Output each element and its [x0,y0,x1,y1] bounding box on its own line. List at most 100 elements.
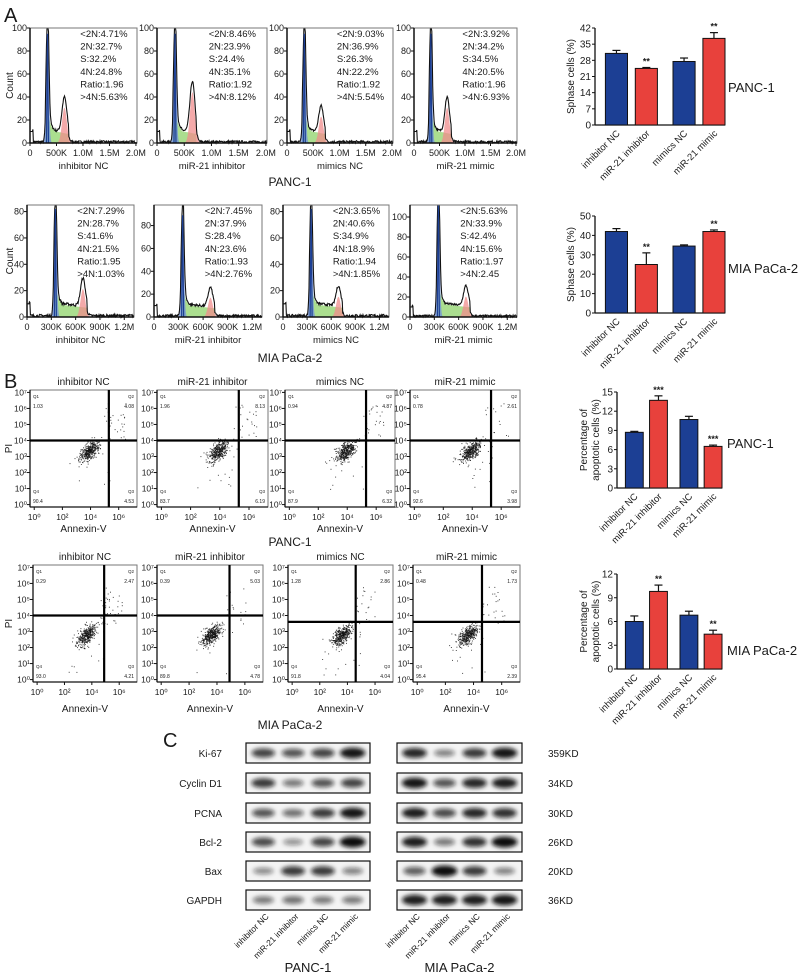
scatter-point [210,633,212,635]
scatter-point [222,442,224,444]
scatter-point [465,456,467,458]
scatter-point [88,452,90,454]
scatter-point [212,641,214,643]
scatter-point [207,635,209,637]
quadrant-percentage: 2.61 [507,404,517,410]
scatter-point [94,452,96,454]
scatter-point [340,631,342,633]
significance-marker: ** [710,219,718,229]
scatter-point [471,451,473,453]
scatter-point [214,624,216,626]
scatter-point [338,449,340,451]
g1-peak-outline [53,208,57,318]
y-tick-label: 10⁰ [14,500,27,510]
scatter-point [221,450,223,452]
scatter-point [471,634,473,636]
scatter-point [87,445,89,447]
scatter-point [93,634,95,636]
scatter-point [225,454,227,456]
scatter-point [89,640,91,642]
scatter-point [85,630,87,632]
scatter-point [468,628,470,630]
scatter-point [480,442,482,444]
scatter-point [83,455,85,457]
g1-peak-area [154,216,262,317]
scatter-point [208,640,210,642]
scatter-point [346,455,348,457]
cell-cycle-stat: Ratio:1.92 [337,79,380,90]
scatter-point [462,638,464,640]
scatter-point [89,452,91,453]
scatter-point [348,622,350,624]
scatter-point [466,632,468,634]
scatter-point [470,455,472,457]
scatter-point [198,641,200,643]
protein-band [401,894,428,906]
cell-line-label: MIA PaCa-2 [727,643,797,658]
protein-band [491,836,518,848]
scatter-point [478,444,480,446]
scatter-point [211,452,213,454]
scatter-point [90,457,92,459]
scatter-point [464,449,466,451]
scatter-point [466,453,468,455]
scatter-point [95,626,97,628]
scatter-point [347,635,348,637]
scatter-point [479,628,481,630]
scatter-point [467,456,469,458]
scatter-point [376,405,378,407]
cell-cycle-stat: <2N:7.45% [205,206,253,217]
scatter-point [217,455,219,457]
scatter-point [477,454,479,456]
scatter-point [341,453,343,455]
y-tick-label: 10⁴ [272,610,285,620]
scatter-point [213,456,215,458]
scatter-point [494,617,496,619]
scatter-point [86,635,88,637]
scatter-point [474,468,476,470]
protein-band [432,808,457,818]
scatter-point [219,451,221,453]
scatter-point [123,423,125,425]
scatter-point [85,458,86,460]
scatter-point [90,637,92,639]
scatter-point [222,631,224,633]
scatter-point [88,455,90,457]
cell-cycle-stat: S:42.4% [460,231,496,242]
scatter-point [472,635,474,636]
scatter-point [209,632,211,634]
scatter-point [215,455,216,457]
scatter-point [342,452,344,454]
scatter-point [348,633,350,635]
scatter-point [224,438,226,440]
scatter-point [333,636,335,638]
cell-cycle-stat: 2N:23.9% [209,42,251,53]
scatter-point [464,635,466,637]
scatter-point [477,446,479,448]
scatter-point [471,635,472,637]
scatter-point [199,644,201,645]
scatter-point [471,453,473,455]
scatter-point [240,414,242,416]
cell-cycle-stat: 4N:18.9% [333,244,375,255]
scatter-point [331,642,333,644]
scatter-point [233,456,235,458]
scatter-point [91,621,93,623]
scatter-point [475,629,476,631]
scatter-point [94,625,95,627]
scatter-point [214,458,216,460]
scatter-point [461,647,463,649]
y-tick-label: 10⁴ [17,610,30,620]
scatter-point [348,637,350,639]
scatter-point [203,628,205,630]
scatter-point [487,604,488,606]
scatter-point [463,450,465,452]
scatter-point [383,421,384,423]
scatter-point [213,631,215,633]
scatter-point [84,640,86,642]
bar [703,445,723,489]
scatter-point [342,635,344,637]
cell-line-label: MIA PaCa-2 [424,960,494,975]
scatter-point [338,632,340,633]
scatter-point [341,645,343,647]
